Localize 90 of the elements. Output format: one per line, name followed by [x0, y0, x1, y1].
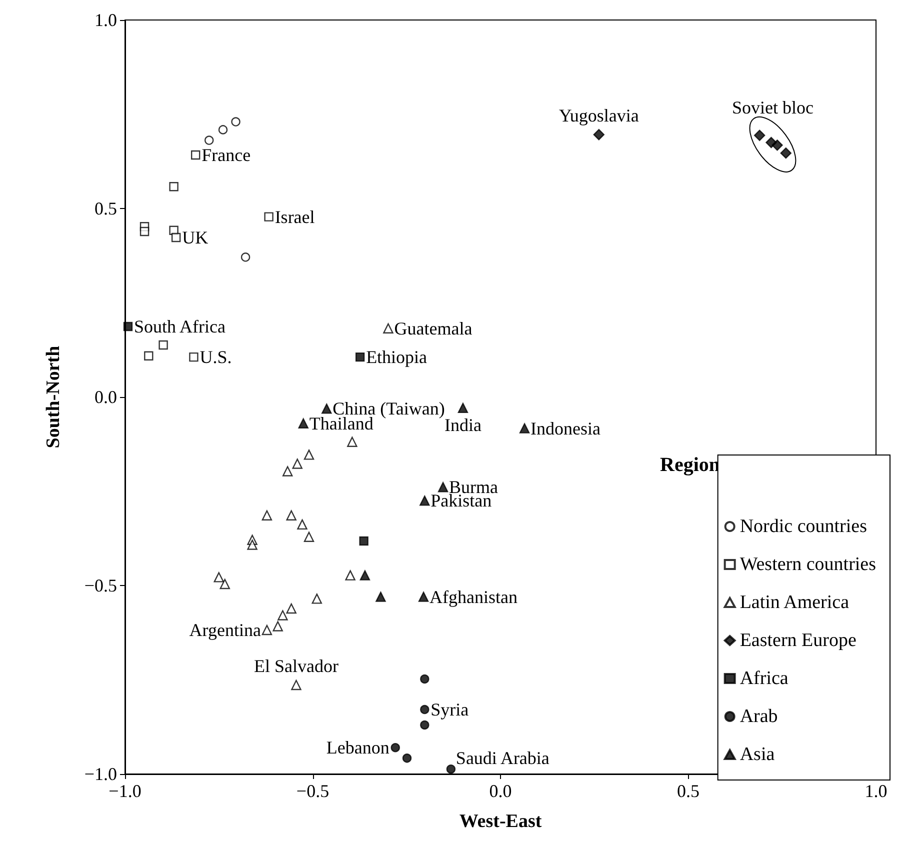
point — [262, 510, 272, 520]
legend-label: Eastern Europe — [740, 630, 856, 651]
y-axis-title: South-North — [43, 345, 64, 448]
annotation: Ethiopia — [366, 347, 428, 368]
point — [214, 572, 224, 582]
point — [171, 232, 181, 242]
point — [754, 130, 766, 141]
point — [204, 136, 214, 145]
annotation: Yugoslavia — [558, 106, 639, 126]
point — [169, 182, 178, 192]
annotation: South Africa — [134, 316, 226, 336]
point — [286, 603, 296, 614]
legend-label: Africa — [740, 668, 789, 689]
legend-label: Latin America — [740, 592, 850, 613]
annotation: Lebanon — [326, 738, 390, 758]
annotation: Indonesia — [530, 418, 601, 438]
point — [304, 450, 314, 460]
y-tick-label: 0.5 — [94, 198, 117, 218]
point — [593, 129, 604, 140]
point — [247, 540, 258, 550]
point — [438, 482, 448, 492]
annotation: Saudi Arabia — [456, 748, 550, 768]
point — [220, 578, 230, 590]
point — [780, 147, 792, 159]
point — [402, 754, 412, 763]
point — [312, 594, 322, 604]
point — [231, 117, 240, 126]
point — [420, 496, 430, 506]
x-axis-title: West-East — [459, 811, 542, 832]
point — [140, 226, 150, 236]
point — [519, 423, 530, 434]
x-tick-label: 0.5 — [677, 781, 700, 801]
point — [418, 592, 429, 602]
point — [297, 519, 308, 530]
point — [420, 704, 430, 714]
point — [360, 570, 370, 580]
point — [278, 610, 288, 620]
annotation: Guatemala — [394, 318, 472, 338]
point — [359, 536, 368, 546]
annotation: Afghanistan — [430, 586, 518, 607]
annotation: Soviet bloc — [732, 97, 814, 118]
point — [123, 322, 133, 332]
point — [458, 402, 468, 414]
y-tick-label: −0.5 — [84, 576, 117, 596]
point — [189, 352, 198, 362]
annotation: Syria — [430, 700, 469, 720]
point — [304, 532, 314, 542]
point — [298, 418, 308, 428]
legend-label: Western countries — [740, 554, 876, 575]
point — [282, 466, 293, 476]
point — [420, 674, 430, 684]
annotation: Israel — [274, 206, 315, 227]
point — [158, 340, 168, 350]
annotation: UK — [182, 228, 208, 248]
point — [190, 150, 200, 160]
point — [286, 510, 296, 520]
legend-label: Arab — [740, 706, 778, 727]
point — [262, 624, 272, 636]
x-tick-label: 1.0 — [864, 781, 888, 801]
x-tick-label: −0.5 — [296, 781, 330, 801]
point — [772, 140, 783, 151]
point — [264, 212, 274, 222]
point — [240, 252, 250, 262]
point — [355, 352, 365, 362]
point — [322, 404, 332, 414]
point — [291, 680, 302, 690]
point — [272, 621, 283, 632]
point — [144, 351, 154, 361]
y-tick-label: 1.0 — [94, 10, 117, 30]
point — [390, 743, 400, 752]
point — [347, 436, 358, 447]
legend-label: Nordic countries — [740, 516, 867, 537]
legend-label: Asia — [740, 744, 776, 765]
x-tick-label: 0.0 — [489, 781, 512, 801]
point — [446, 764, 456, 774]
point — [218, 125, 228, 134]
y-tick-label: 0.0 — [94, 387, 117, 407]
point — [292, 458, 302, 469]
point — [345, 570, 356, 580]
annotation: U.S. — [200, 347, 232, 368]
annotation: El Salvador — [254, 656, 338, 676]
y-tick-label: −1.0 — [84, 764, 117, 784]
annotation: France — [202, 144, 251, 165]
x-tick-label: −1.0 — [108, 781, 142, 801]
annotation: India — [444, 414, 482, 435]
point — [420, 720, 430, 730]
annotation: Argentina — [189, 620, 261, 640]
point — [376, 592, 386, 602]
legend-title: Region — [660, 454, 720, 476]
point — [383, 323, 394, 334]
